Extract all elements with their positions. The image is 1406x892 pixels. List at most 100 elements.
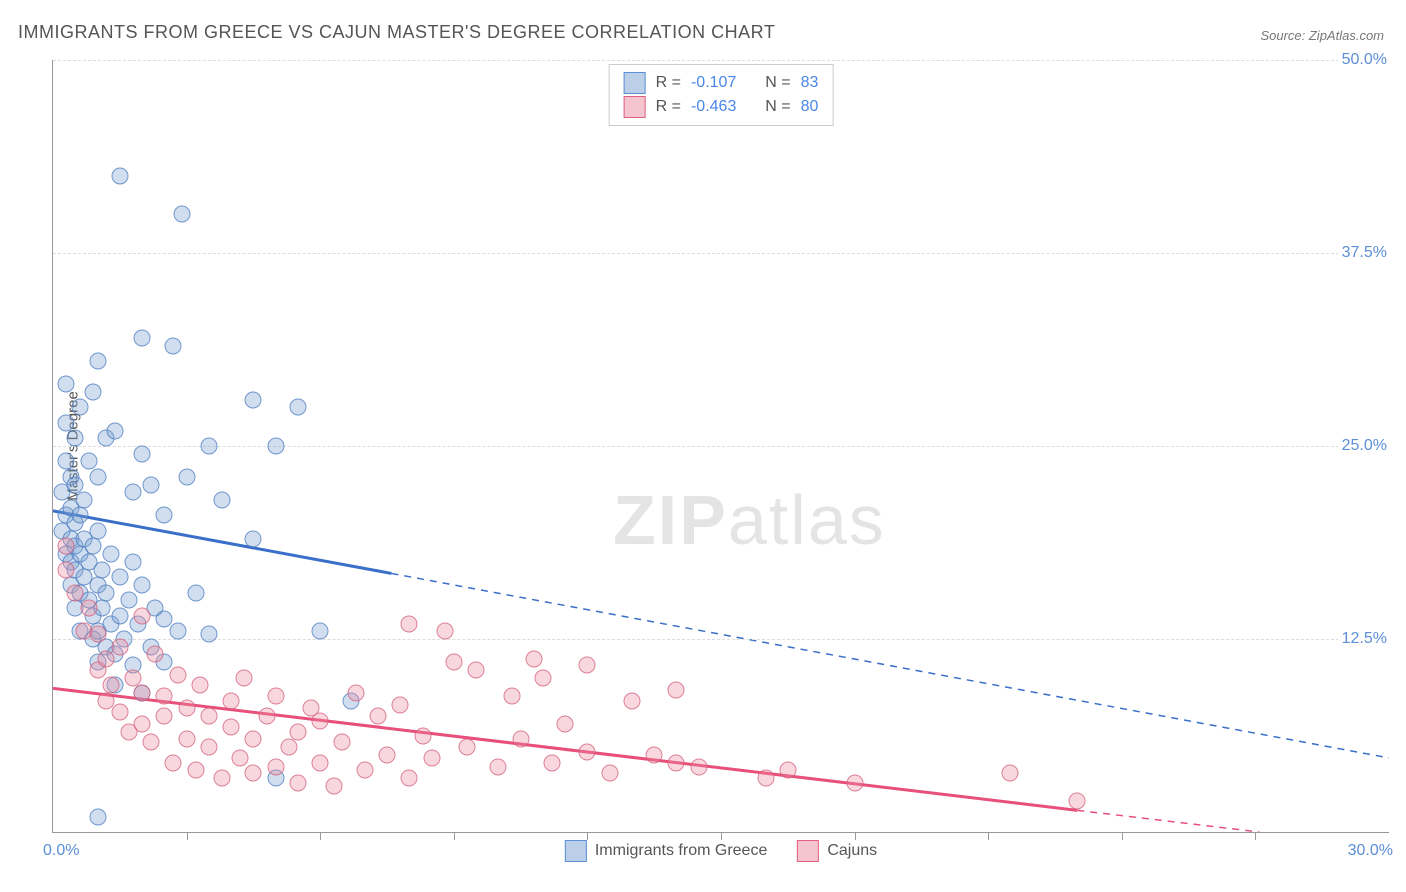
- x-tick: [187, 832, 188, 840]
- scatter-point: [236, 669, 253, 686]
- x-tick: [1122, 832, 1123, 840]
- scatter-point: [102, 546, 119, 563]
- scatter-point: [89, 468, 106, 485]
- n-value-blue: 83: [801, 71, 819, 95]
- scatter-point: [401, 769, 418, 786]
- scatter-point: [214, 769, 231, 786]
- scatter-point: [200, 739, 217, 756]
- scatter-point: [267, 688, 284, 705]
- scatter-point: [174, 206, 191, 223]
- scatter-point: [534, 669, 551, 686]
- scatter-point: [232, 749, 249, 766]
- scatter-point: [325, 777, 342, 794]
- scatter-point: [58, 414, 75, 431]
- scatter-point: [111, 607, 128, 624]
- n-label: N =: [765, 71, 790, 95]
- x-tick: [721, 832, 722, 840]
- scatter-point: [89, 353, 106, 370]
- x-tick: [988, 832, 989, 840]
- scatter-point: [89, 808, 106, 825]
- legend-row-blue: R = -0.107 N = 83: [624, 71, 819, 95]
- scatter-point: [223, 719, 240, 736]
- watermark: ZIPatlas: [613, 480, 886, 560]
- scatter-point: [281, 739, 298, 756]
- watermark-bold: ZIP: [613, 481, 728, 559]
- scatter-point: [312, 623, 329, 640]
- scatter-point: [579, 743, 596, 760]
- scatter-point: [71, 399, 88, 416]
- scatter-point: [134, 576, 151, 593]
- grid-line: [53, 60, 1389, 61]
- n-label: N =: [765, 95, 790, 119]
- scatter-point: [379, 746, 396, 763]
- legend-item-blue: Immigrants from Greece: [565, 840, 767, 862]
- source-credit: Source: ZipAtlas.com: [1260, 28, 1384, 43]
- scatter-point: [80, 600, 97, 617]
- legend-row-pink: R = -0.463 N = 80: [624, 95, 819, 119]
- scatter-point: [267, 759, 284, 776]
- scatter-point: [125, 553, 142, 570]
- scatter-point: [98, 651, 115, 668]
- scatter-point: [147, 646, 164, 663]
- scatter-point: [223, 692, 240, 709]
- scatter-point: [111, 167, 128, 184]
- y-tick-label: 37.5%: [1338, 242, 1391, 264]
- scatter-point: [58, 453, 75, 470]
- legend-label-pink: Cajuns: [827, 842, 877, 860]
- scatter-point: [111, 638, 128, 655]
- scatter-point: [191, 677, 208, 694]
- scatter-point: [76, 492, 93, 509]
- x-axis-max-label: 30.0%: [1348, 842, 1393, 860]
- scatter-point: [142, 476, 159, 493]
- scatter-point: [89, 626, 106, 643]
- scatter-point: [178, 700, 195, 717]
- scatter-point: [156, 688, 173, 705]
- scatter-point: [80, 453, 97, 470]
- r-label: R =: [656, 71, 681, 95]
- x-tick: [454, 832, 455, 840]
- x-tick: [855, 832, 856, 840]
- x-axis-min-label: 0.0%: [43, 842, 79, 860]
- scatter-point: [71, 507, 88, 524]
- scatter-point: [93, 561, 110, 578]
- scatter-point: [134, 685, 151, 702]
- scatter-point: [690, 759, 707, 776]
- correlation-legend: R = -0.107 N = 83 R = -0.463 N = 80: [609, 64, 834, 126]
- scatter-point: [757, 769, 774, 786]
- scatter-point: [178, 731, 195, 748]
- scatter-point: [187, 762, 204, 779]
- scatter-point: [289, 723, 306, 740]
- regression-line-dashed: [1077, 810, 1259, 832]
- scatter-point: [111, 703, 128, 720]
- r-value-blue: -0.107: [691, 71, 736, 95]
- scatter-point: [401, 615, 418, 632]
- scatter-point: [245, 391, 262, 408]
- scatter-point: [646, 746, 663, 763]
- scatter-point: [245, 731, 262, 748]
- scatter-point: [165, 754, 182, 771]
- scatter-point: [312, 712, 329, 729]
- scatter-point: [125, 484, 142, 501]
- scatter-point: [245, 530, 262, 547]
- scatter-point: [512, 731, 529, 748]
- scatter-point: [102, 677, 119, 694]
- regression-line-dashed: [391, 573, 1389, 757]
- y-tick-label: 12.5%: [1338, 628, 1391, 650]
- scatter-point: [414, 728, 431, 745]
- scatter-point: [67, 430, 84, 447]
- scatter-point: [67, 476, 84, 493]
- scatter-point: [200, 626, 217, 643]
- scatter-point: [134, 445, 151, 462]
- legend-label-blue: Immigrants from Greece: [595, 842, 767, 860]
- scatter-point: [392, 697, 409, 714]
- scatter-point: [334, 734, 351, 751]
- swatch-pink-icon: [797, 840, 819, 862]
- swatch-blue-icon: [565, 840, 587, 862]
- scatter-point: [289, 774, 306, 791]
- x-tick: [320, 832, 321, 840]
- scatter-point: [1002, 765, 1019, 782]
- chart-title: IMMIGRANTS FROM GREECE VS CAJUN MASTER'S…: [18, 22, 775, 43]
- scatter-point: [165, 337, 182, 354]
- grid-line: [53, 253, 1389, 254]
- swatch-blue-icon: [624, 72, 646, 94]
